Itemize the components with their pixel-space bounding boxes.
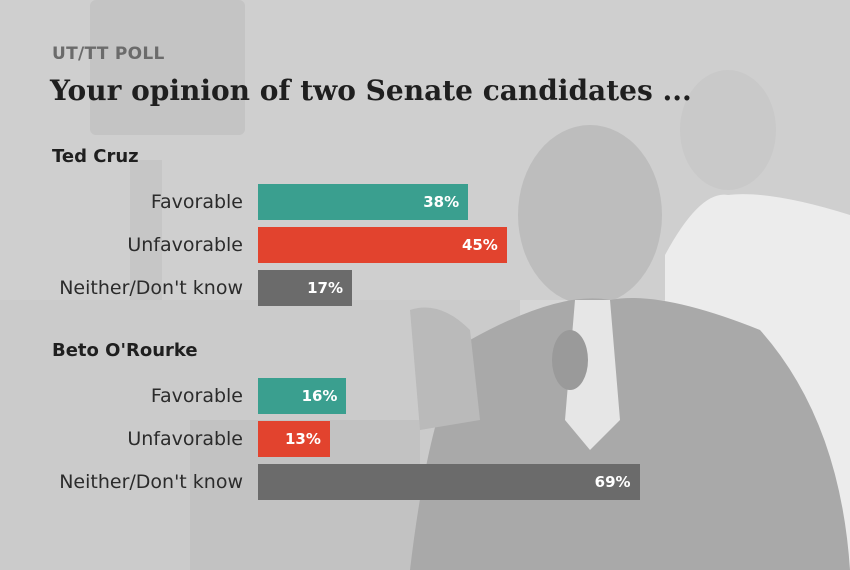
bar-category-label: Neither/Don't know bbox=[59, 471, 243, 493]
bar-category-label: Favorable bbox=[150, 385, 243, 407]
bar: 13% bbox=[258, 421, 330, 457]
bar-category-label: Favorable bbox=[150, 191, 243, 213]
bar-value-label: 17% bbox=[307, 279, 343, 297]
bar-value-label: 13% bbox=[284, 430, 321, 448]
group-label: Beto O'Rourke bbox=[52, 340, 198, 361]
chart-title: Your opinion of two Senate candidates ..… bbox=[50, 74, 692, 107]
bar-value-label: 69% bbox=[594, 473, 631, 491]
bar: 16% bbox=[258, 378, 347, 414]
bar-category-label: Neither/Don't know bbox=[59, 277, 243, 299]
bar-category-label: Unfavorable bbox=[127, 234, 243, 256]
bar: 17% bbox=[258, 270, 352, 306]
bar-value-label: 38% bbox=[423, 193, 460, 211]
bar: 45% bbox=[258, 227, 507, 263]
bar-value-label: 16% bbox=[301, 387, 338, 405]
kicker: UT/TT POLL bbox=[52, 44, 165, 64]
group-label: Ted Cruz bbox=[52, 146, 139, 167]
bar: 69% bbox=[258, 464, 640, 500]
bar: 38% bbox=[258, 184, 469, 220]
bar-category-label: Unfavorable bbox=[127, 428, 243, 450]
bar-value-label: 45% bbox=[461, 236, 498, 254]
